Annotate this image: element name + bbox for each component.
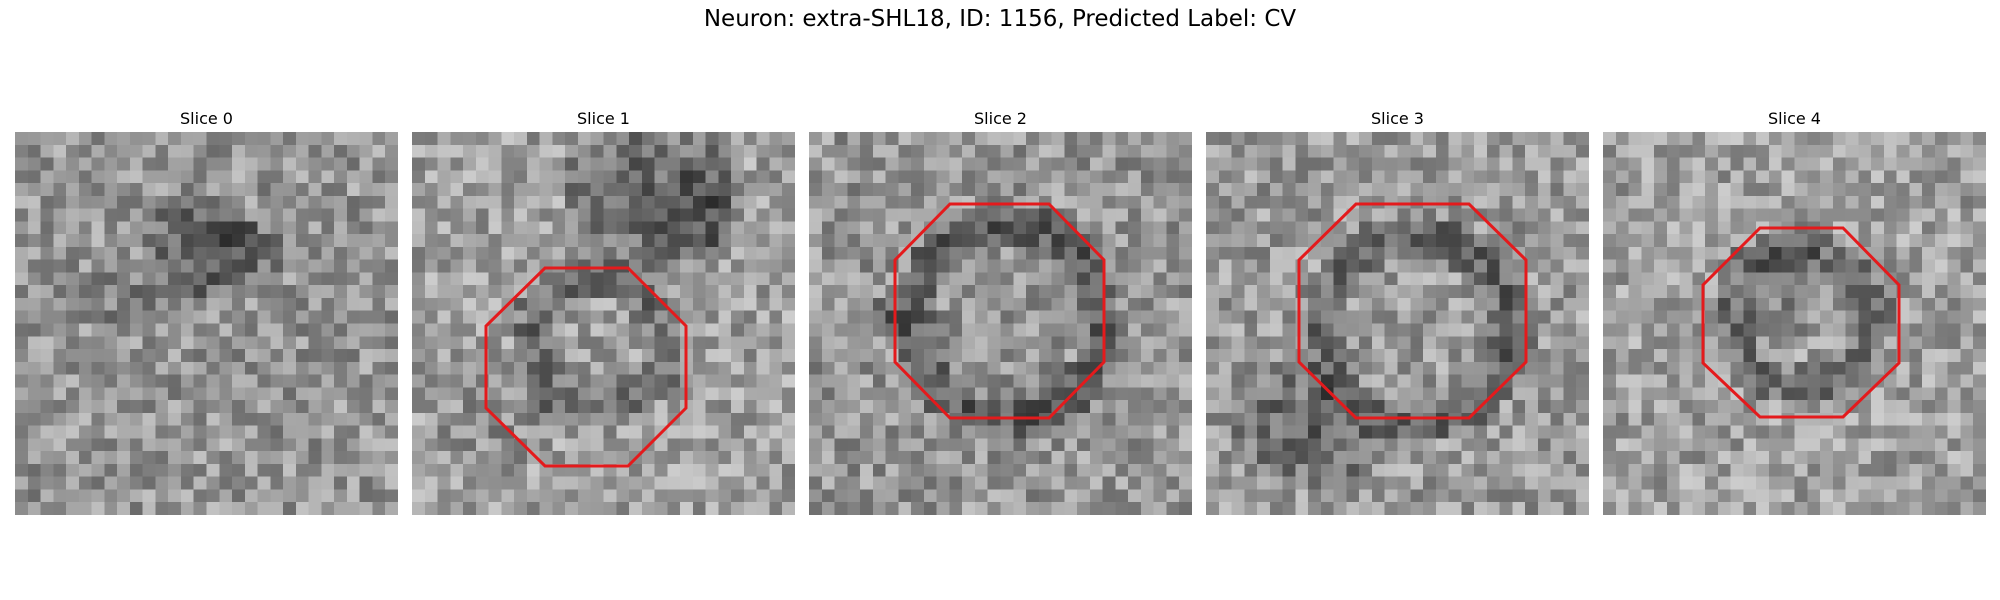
slice-panel-4: Slice 4 (1603, 108, 1986, 515)
slice-image (1206, 132, 1589, 515)
slice-image (809, 132, 1192, 515)
slice-title: Slice 3 (1371, 109, 1424, 128)
slice-title: Slice 2 (974, 109, 1027, 128)
slice-panel-3: Slice 3 (1206, 108, 1589, 515)
slice-panel-2: Slice 2 (809, 108, 1192, 515)
slice-title: Slice 0 (180, 109, 233, 128)
slice-panel-0: Slice 0 (15, 108, 398, 515)
slice-image (1603, 132, 1986, 515)
slice-panel-1: Slice 1 (412, 108, 795, 515)
slice-image (15, 132, 398, 515)
slice-title: Slice 4 (1768, 109, 1821, 128)
figure-title: Neuron: extra-SHL18, ID: 1156, Predicted… (703, 6, 1297, 32)
slice-image (412, 132, 795, 515)
slice-title: Slice 1 (577, 109, 630, 128)
